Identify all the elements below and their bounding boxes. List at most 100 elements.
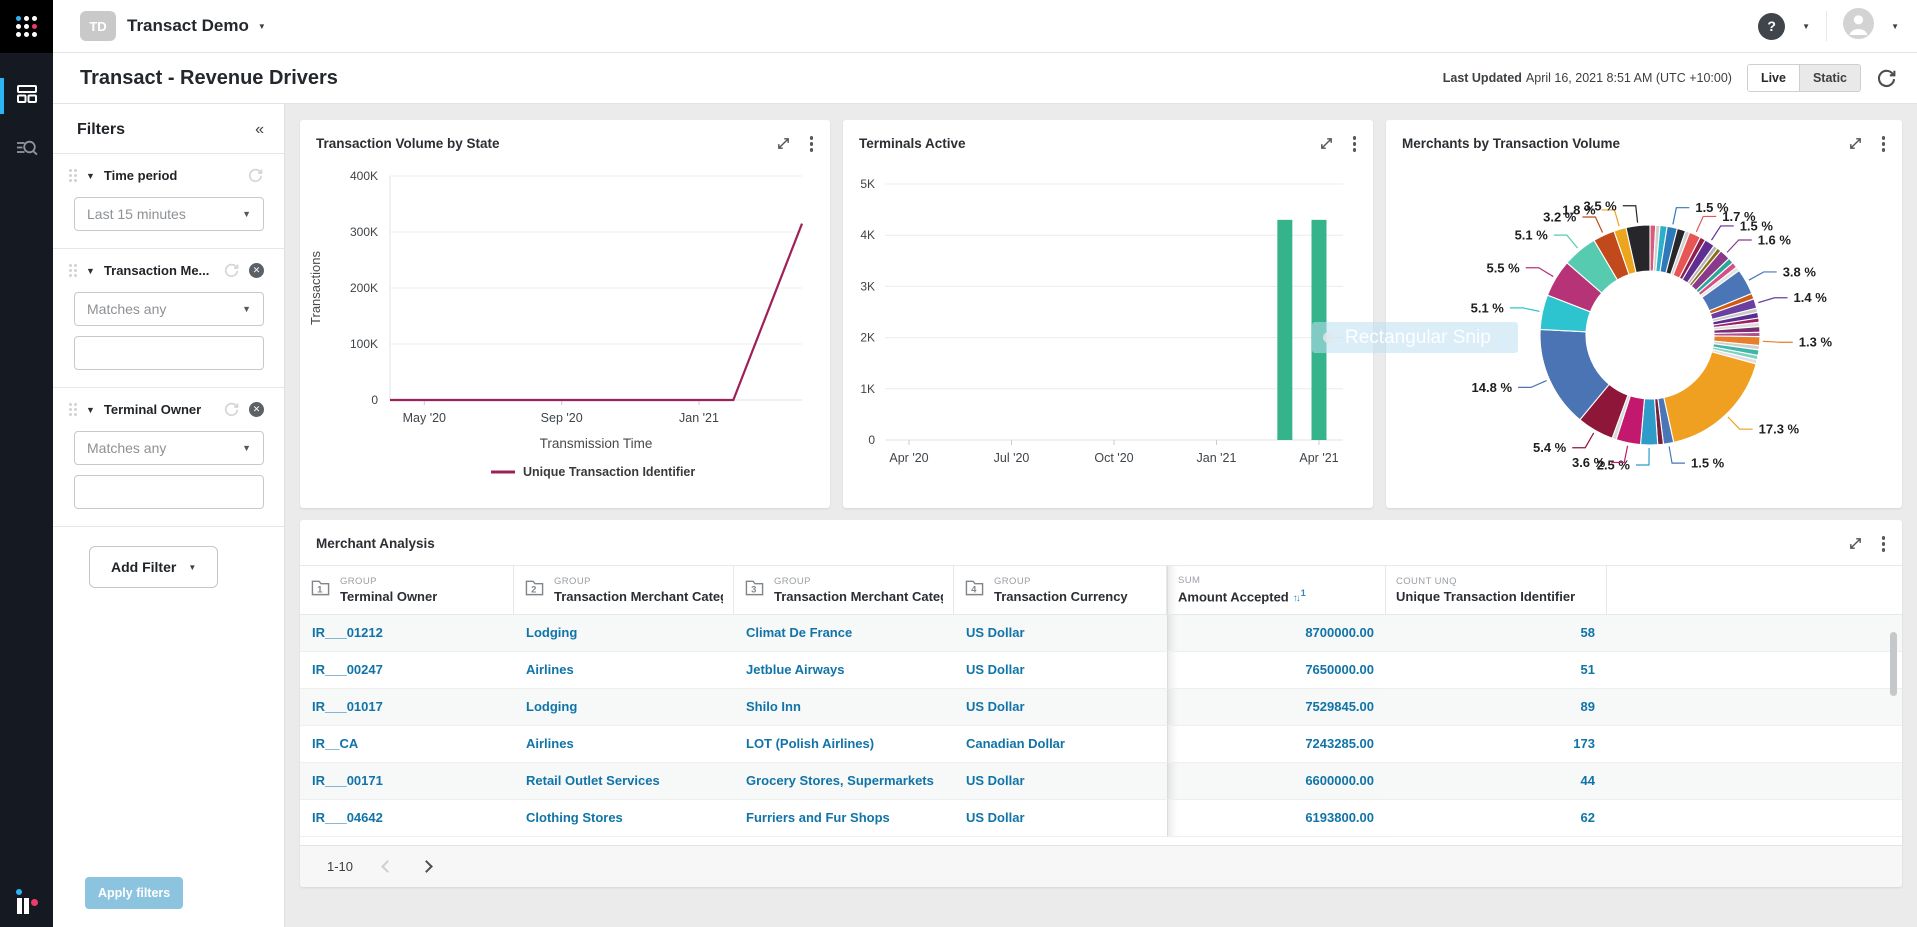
donut-chart-canvas[interactable]: 1.5 %1.7 %1.5 %1.6 %3.8 %1.4 %1.3 %17.3 … [1386, 162, 1902, 508]
filter-collapse-caret-icon[interactable]: ▼ [86, 405, 95, 415]
filter-reset-icon[interactable] [223, 401, 240, 418]
filter-reset-icon[interactable] [223, 262, 240, 279]
help-menu[interactable]: ? ▼ [1758, 13, 1810, 40]
table-vertical-scrollbar[interactable] [1890, 632, 1897, 696]
filter-operator-select[interactable]: Matches any▼ [74, 292, 264, 326]
table-cell[interactable]: Jetblue Airways [734, 652, 954, 689]
group-folder-icon: 3 [744, 578, 765, 602]
table-cell[interactable]: Grocery Stores, Supermarkets [734, 763, 954, 800]
table-cell[interactable]: Airlines [514, 726, 734, 763]
filter-reset-icon[interactable] [247, 167, 264, 184]
add-filter-button[interactable]: Add Filter ▼ [89, 546, 218, 588]
filter-operator-select[interactable]: Matches any▼ [74, 431, 264, 465]
drag-handle-icon[interactable] [69, 169, 77, 182]
table-cell[interactable]: 173 [1386, 726, 1607, 763]
kebab-menu-icon[interactable] [1880, 534, 1888, 554]
table-cell[interactable]: 7243285.00 [1167, 726, 1386, 763]
table-cell[interactable]: IR___04642 [300, 800, 514, 837]
workspace-badge[interactable]: TD [80, 11, 116, 41]
table-cell[interactable]: US Dollar [954, 800, 1167, 837]
svg-text:300K: 300K [350, 225, 378, 239]
filters-title: Filters [77, 121, 125, 139]
table-cell[interactable]: 6193800.00 [1167, 800, 1386, 837]
table-cell[interactable]: 89 [1386, 689, 1607, 726]
live-static-toggle: Live Static [1747, 64, 1861, 92]
filter-collapse-caret-icon[interactable]: ▼ [86, 266, 95, 276]
table-cell[interactable]: Furriers and Fur Shops [734, 800, 954, 837]
svg-text:5.1 %: 5.1 % [1515, 228, 1549, 243]
table-cell[interactable]: IR___00171 [300, 763, 514, 800]
column-header-4[interactable]: 4GROUPTransaction Currency [954, 565, 1167, 615]
expand-icon[interactable] [1847, 135, 1864, 152]
drag-handle-icon[interactable] [69, 403, 77, 416]
workspace-name[interactable]: Transact Demo [127, 16, 249, 36]
table-cell[interactable]: IR___00247 [300, 652, 514, 689]
column-header-6[interactable]: COUNT UNQUnique Transaction Identifier [1386, 565, 1607, 615]
table-cell[interactable]: 6600000.00 [1167, 763, 1386, 800]
column-header-2[interactable]: 2GROUPTransaction Merchant Categ... [514, 565, 734, 615]
table-cell[interactable]: LOT (Polish Airlines) [734, 726, 954, 763]
svg-text:Transactions: Transactions [308, 251, 323, 325]
table-cell[interactable]: Retail Outlet Services [514, 763, 734, 800]
rail-item-dashboards[interactable] [0, 73, 53, 119]
table-cell[interactable]: Shilo Inn [734, 689, 954, 726]
filter-name: Transaction Me... [104, 263, 209, 278]
workspace-chevron-down-icon[interactable]: ▼ [258, 22, 266, 31]
line-chart-canvas[interactable]: 0100K200K300K400KMay '20Sep '20Jan '21Tr… [300, 162, 830, 508]
filter-remove-icon[interactable]: ✕ [249, 263, 264, 278]
table-cell[interactable]: US Dollar [954, 615, 1167, 652]
pagination-prev-icon[interactable] [381, 860, 394, 873]
page-title: Transact - Revenue Drivers [80, 67, 338, 90]
column-aggregation-tag: COUNT UNQ [1396, 576, 1575, 587]
table-cell[interactable]: 7650000.00 [1167, 652, 1386, 689]
table-cell[interactable]: US Dollar [954, 689, 1167, 726]
filter-remove-icon[interactable]: ✕ [249, 402, 264, 417]
svg-text:200K: 200K [350, 281, 378, 295]
card-title: Merchant Analysis [316, 536, 435, 551]
table-cell[interactable]: Clothing Stores [514, 800, 734, 837]
table-cell[interactable]: 58 [1386, 615, 1607, 652]
filter-collapse-caret-icon[interactable]: ▼ [86, 171, 95, 181]
table-cell[interactable]: Climat De France [734, 615, 954, 652]
expand-icon[interactable] [775, 135, 792, 152]
table-cell[interactable]: IR__CA [300, 726, 514, 763]
table-cell[interactable]: 44 [1386, 763, 1607, 800]
refresh-button[interactable] [1876, 68, 1897, 89]
table-cell[interactable]: 7529845.00 [1167, 689, 1386, 726]
bar-chart-canvas[interactable]: 01K2K3K4K5KApr '20Jul '20Oct '20Jan '21A… [843, 162, 1373, 508]
table-cell[interactable]: Airlines [514, 652, 734, 689]
pagination-next-icon[interactable] [420, 860, 433, 873]
table-cell[interactable]: Lodging [514, 689, 734, 726]
table-cell[interactable]: Lodging [514, 615, 734, 652]
filter-value-input[interactable] [74, 475, 264, 509]
table-cell[interactable]: US Dollar [954, 763, 1167, 800]
filter-operator-select[interactable]: Last 15 minutes▼ [74, 197, 264, 231]
toggle-static[interactable]: Static [1799, 65, 1860, 91]
table-cell[interactable]: 8700000.00 [1167, 615, 1386, 652]
column-header-1[interactable]: 1GROUPTerminal Owner [300, 565, 514, 615]
column-header-3[interactable]: 3GROUPTransaction Merchant Categ... [734, 565, 954, 615]
rail-item-explore[interactable] [0, 127, 53, 173]
app-logo[interactable] [0, 0, 53, 53]
kebab-menu-icon[interactable] [1351, 134, 1359, 154]
table-cell-filler [1607, 763, 1902, 800]
drag-handle-icon[interactable] [69, 264, 77, 277]
table-cell[interactable]: US Dollar [954, 652, 1167, 689]
filters-panel: Filters « ▼Time periodLast 15 minutes▼▼T… [53, 104, 285, 927]
table-cell[interactable]: IR___01017 [300, 689, 514, 726]
apply-filters-button[interactable]: Apply filters [85, 877, 183, 909]
table-cell[interactable]: 51 [1386, 652, 1607, 689]
sort-arrows-icon[interactable]: ↑↓ [1293, 593, 1299, 604]
table-cell[interactable]: Canadian Dollar [954, 726, 1167, 763]
expand-icon[interactable] [1847, 535, 1864, 552]
collapse-panel-icon[interactable]: « [255, 121, 264, 139]
toggle-live[interactable]: Live [1748, 65, 1799, 91]
user-menu[interactable]: ▼ [1843, 8, 1899, 44]
expand-icon[interactable] [1318, 135, 1335, 152]
filter-value-input[interactable] [74, 336, 264, 370]
kebab-menu-icon[interactable] [808, 134, 816, 154]
table-cell[interactable]: 62 [1386, 800, 1607, 837]
kebab-menu-icon[interactable] [1880, 134, 1888, 154]
column-header-5[interactable]: SUMAmount Accepted↑↓1 [1167, 565, 1386, 615]
table-cell[interactable]: IR___01212 [300, 615, 514, 652]
